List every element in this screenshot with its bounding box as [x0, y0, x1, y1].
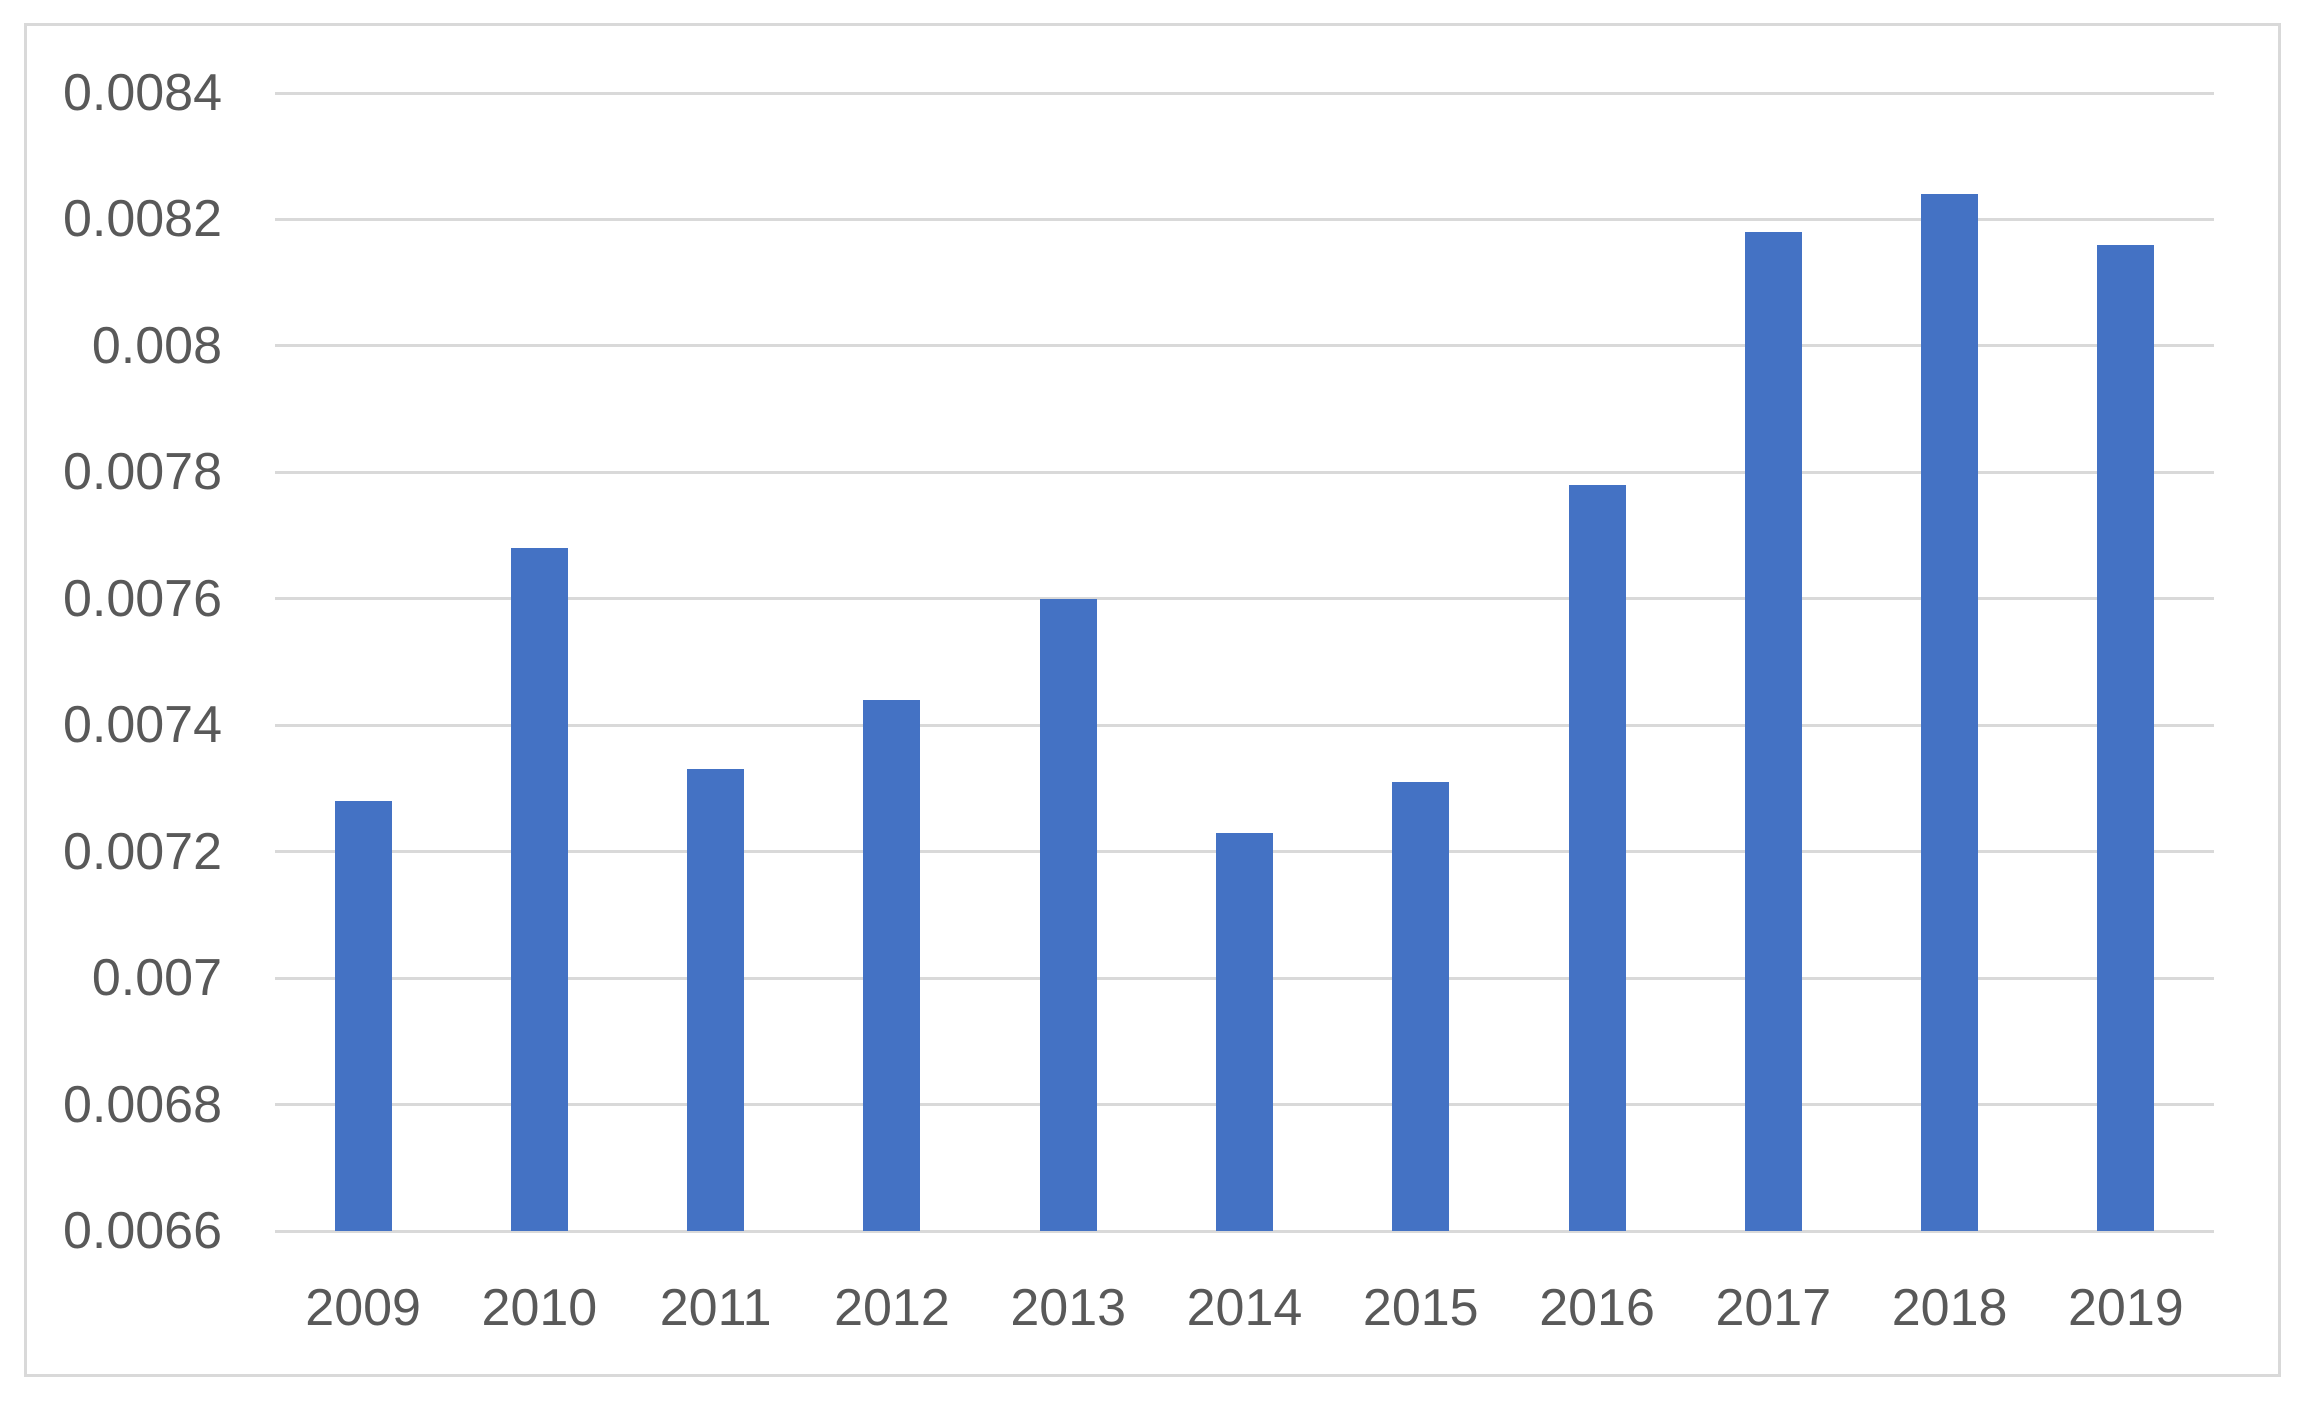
bar-2011: [687, 769, 745, 1231]
gridline: [275, 91, 2214, 95]
x-tick-label: 2017: [1715, 1279, 1832, 1337]
bar-2010: [510, 548, 568, 1231]
x-tick-label: 2013: [1010, 1279, 1127, 1337]
x-tick-label: 2016: [1539, 1279, 1655, 1337]
bar-2015: [1392, 782, 1450, 1231]
x-tick-label: 2011: [659, 1279, 772, 1337]
y-tick-label: 0.0072: [62, 822, 222, 881]
y-tick-label: 0.0078: [62, 443, 222, 502]
y-tick-label: 0.0076: [62, 569, 222, 628]
gridline: [275, 1229, 2214, 1233]
gridline: [275, 470, 2214, 474]
y-tick-label: 0.0068: [62, 1075, 222, 1134]
bar-2013: [1039, 598, 1097, 1231]
gridline: [275, 597, 2214, 601]
bar-2017: [1744, 232, 1802, 1231]
y-tick-label: 0.0082: [62, 190, 222, 249]
bar-2012: [863, 699, 921, 1231]
bar-2018: [1921, 194, 1979, 1231]
y-tick-label: 0.0084: [62, 64, 222, 122]
y-tick-label: 0.008: [91, 316, 222, 375]
bar-series-layer: [27, 26, 2278, 1374]
y-tick-label: 0.0074: [62, 696, 222, 755]
x-tick-label: 2019: [2068, 1279, 2184, 1337]
axis-label-layer: 0.0084 0.0082 0.008 0.0078 0.0076 0.0074 0.007…: [27, 26, 2278, 1374]
bar-2019: [2097, 244, 2155, 1231]
bar-2009: [334, 801, 392, 1231]
x-tick-label: 2018: [1891, 1279, 2008, 1337]
bar-2016: [1568, 484, 1626, 1231]
chart-frame: 0.0084 0.0082 0.008 0.0078 0.0076 0.0074 0.007…: [24, 23, 2281, 1377]
y-tick-label: 0.0066: [62, 1202, 222, 1260]
x-tick-label: 2014: [1186, 1279, 1303, 1337]
y-tick-label: 0.007: [91, 949, 222, 1008]
x-tick-label: 2015: [1362, 1279, 1479, 1337]
x-tick-label: 2010: [481, 1279, 598, 1337]
x-tick-label: 2009: [305, 1279, 421, 1337]
gridline: [275, 723, 2214, 727]
bar-2014: [1216, 832, 1273, 1231]
gridline: [275, 217, 2214, 221]
gridline: [275, 344, 2214, 348]
x-tick-label: 2012: [834, 1279, 950, 1337]
